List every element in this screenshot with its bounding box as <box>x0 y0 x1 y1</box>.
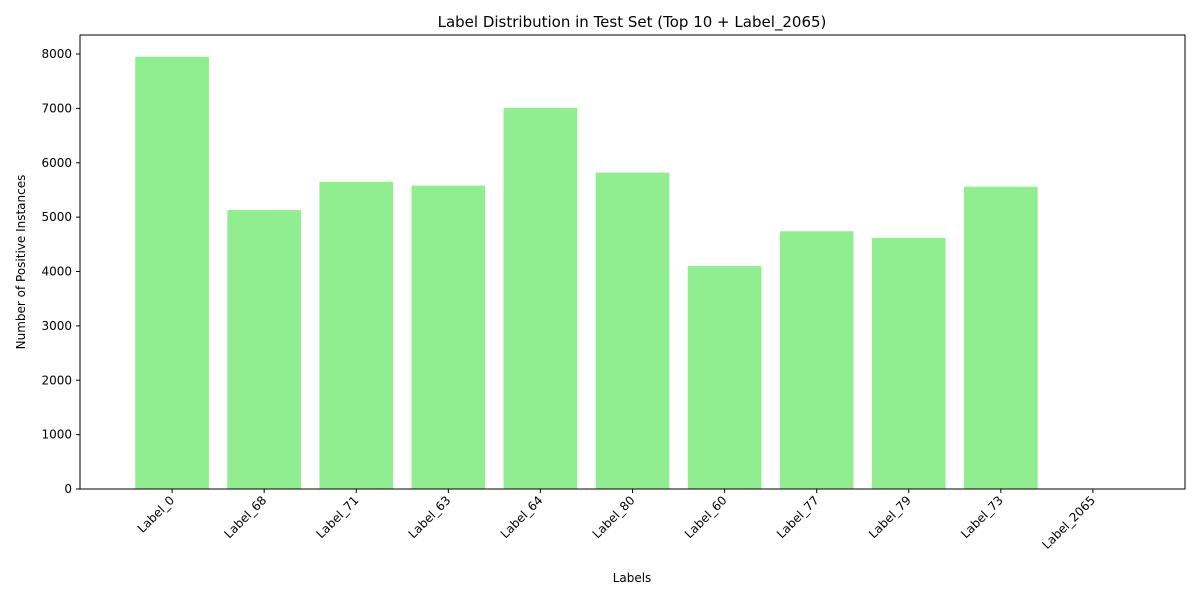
x-tick-label: Label_80 <box>590 493 638 541</box>
bar-label-63 <box>411 185 486 490</box>
y-tick-label: 0 <box>64 482 72 496</box>
x-tick-label: Label_60 <box>682 493 730 541</box>
bar-label-80 <box>595 172 670 489</box>
y-tick-label: 2000 <box>41 373 72 387</box>
x-axis: Label_0 Label_68 Label_71 Label_63 Label_64 L… <box>135 489 1098 552</box>
x-tick-label: Label_79 <box>866 493 914 541</box>
y-axis-label: Number of Positive Instances <box>14 175 28 350</box>
bar-label-71 <box>319 181 394 490</box>
x-tick-label: Label_77 <box>774 493 822 541</box>
x-axis-label: Labels <box>613 571 652 585</box>
plot-frame <box>79 34 1186 490</box>
y-tick-label: 5000 <box>41 210 72 224</box>
bar-label-64 <box>503 107 578 490</box>
bar-label-68 <box>227 210 301 489</box>
y-axis: 0 1000 2000 3000 4000 5000 6000 7000 8000 <box>41 47 80 496</box>
bar-label-77 <box>779 231 854 489</box>
bars-group <box>135 56 1038 490</box>
x-tick-label: Label_71 <box>314 493 362 541</box>
x-tick-label: Label_63 <box>406 493 454 541</box>
bar-label-79 <box>871 237 946 489</box>
x-tick-label: Label_64 <box>498 493 546 541</box>
bar-label-60 <box>687 266 762 489</box>
x-tick-label: Label_73 <box>958 493 1006 541</box>
y-tick-label: 8000 <box>41 47 72 61</box>
bar-label-73 <box>964 186 1038 489</box>
y-tick-label: 6000 <box>41 156 72 170</box>
bar-label-0 <box>135 56 209 489</box>
y-tick-label: 3000 <box>41 319 72 333</box>
x-tick-label: Label_68 <box>221 493 269 541</box>
x-tick-label: Label_0 <box>135 493 177 535</box>
x-tick-label: Label_2065 <box>1039 493 1098 552</box>
y-tick-label: 1000 <box>41 428 72 442</box>
y-tick-label: 7000 <box>41 101 72 115</box>
chart-title: Label Distribution in Test Set (Top 10 +… <box>438 13 827 32</box>
y-tick-label: 4000 <box>41 265 72 279</box>
